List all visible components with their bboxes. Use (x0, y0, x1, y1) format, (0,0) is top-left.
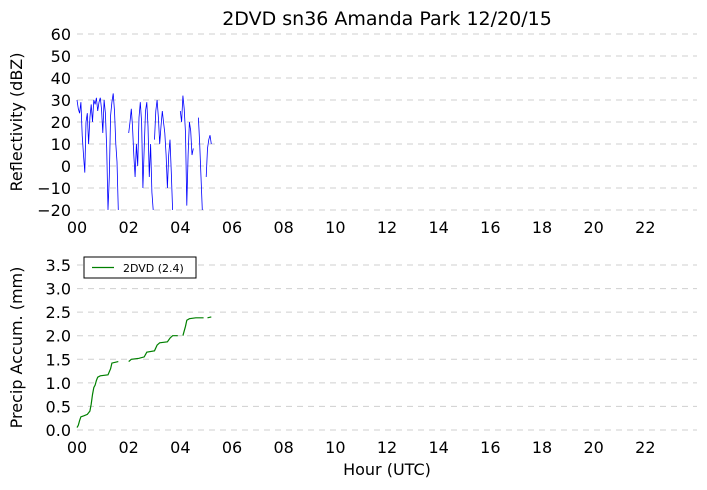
series-segment (179, 95, 194, 206)
y-tick-label: −20 (37, 201, 71, 220)
y-tick-label: 40 (51, 69, 71, 88)
x-tick-label: 14 (428, 438, 448, 457)
x-tick-label: 10 (325, 438, 345, 457)
x-tick-label: 16 (480, 438, 500, 457)
legend-label: 2DVD (2.4) (123, 262, 184, 275)
series-line (76, 316, 212, 428)
series-segment (198, 117, 203, 211)
x-tick-label: 22 (635, 438, 655, 457)
y-tick-label: 1.5 (46, 350, 71, 369)
x-tick-label: 00 (67, 438, 87, 457)
x-tick-label: 10 (325, 218, 345, 237)
x-tick-label: 12 (377, 438, 397, 457)
x-tick-label: 00 (67, 218, 87, 237)
reflectivity-panel: −20 −10 0 10 20 30 40 50 60 00 02 04 06 08 10 12 14 16 18 2… (7, 8, 697, 237)
x-tick-label: 12 (377, 218, 397, 237)
y-axis-label: Reflectivity (dBZ) (7, 53, 26, 192)
x-tick-label: 18 (532, 438, 552, 457)
x-tick-label: 02 (118, 438, 138, 457)
y-axis-label: Precip Accum. (mm) (7, 267, 26, 429)
x-tick-label: 22 (635, 218, 655, 237)
x-tick-label: 02 (118, 218, 138, 237)
y-tick-label: 50 (51, 47, 71, 66)
precip-accumulation-panel: 0.0 0.5 1.0 1.5 2.0 2.5 3.0 3.5 00 02 04 06 08 10 12 14… (7, 256, 697, 479)
y-tick-label: 2.5 (46, 303, 71, 322)
series-line (76, 93, 212, 211)
series-segment (128, 102, 154, 211)
x-tick-label: 16 (480, 218, 500, 237)
y-tick-label: 0.0 (46, 421, 71, 440)
y-tick-label: 3.5 (46, 256, 71, 275)
series-segment (205, 135, 212, 178)
y-tick-label: 1.0 (46, 374, 71, 393)
y-tick-label: 30 (51, 91, 71, 110)
series-segment (76, 93, 119, 211)
x-tick-label: 04 (170, 438, 190, 457)
x-tick-label: 04 (170, 218, 190, 237)
series-segment (182, 317, 204, 336)
series-segment (154, 99, 173, 211)
legend: 2DVD (2.4) (83, 256, 197, 279)
y-tick-label: 0.5 (46, 397, 71, 416)
y-tick-label: 2.0 (46, 327, 71, 346)
chart-title: 2DVD sn36 Amanda Park 12/20/15 (222, 8, 552, 30)
y-tick-label: 0 (61, 157, 71, 176)
series-segment (128, 335, 178, 363)
y-tick-label: 60 (51, 25, 71, 44)
x-tick-label: 20 (583, 438, 603, 457)
x-tick-label: 08 (273, 218, 293, 237)
legend-box (83, 256, 197, 279)
y-tick-label: 3.0 (46, 280, 71, 299)
x-axis-label: Hour (UTC) (343, 460, 431, 479)
x-tick-label: 06 (222, 218, 242, 237)
x-tick-label: 06 (222, 438, 242, 457)
x-tick-label: 18 (532, 218, 552, 237)
x-tick-label: 14 (428, 218, 448, 237)
series-segment (76, 361, 119, 428)
y-tick-label: 20 (51, 113, 71, 132)
x-tick-label: 20 (583, 218, 603, 237)
x-tick-label: 08 (273, 438, 293, 457)
series-segment (207, 316, 212, 319)
y-tick-label: 10 (51, 135, 71, 154)
y-tick-label: −10 (37, 179, 71, 198)
